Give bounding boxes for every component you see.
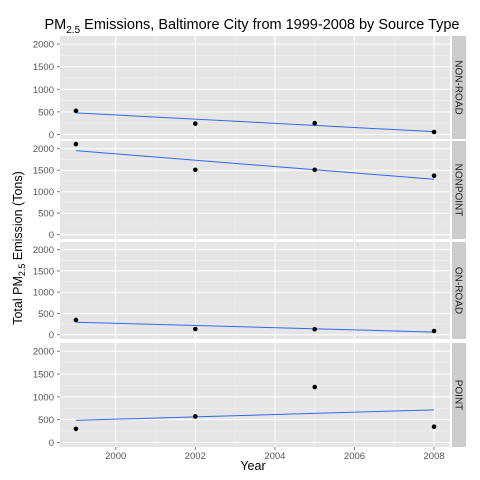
x-axis-ticks: 2000 2002 2004 2006 2008 [105, 447, 445, 462]
x-tick-label: 2004 [264, 451, 285, 462]
data-point [193, 327, 198, 332]
data-point [193, 167, 198, 172]
y-tick-label: 500 [38, 209, 54, 220]
y-axis-title: Total PM2.5 Emission (Tons) [11, 171, 27, 325]
y-tick-label: 1000 [33, 85, 54, 96]
data-point [312, 167, 317, 172]
chart-title: PM2.5 Emissions, Baltimore City from 199… [45, 17, 460, 36]
facet-panel-nonpoint: 0 500 1000 1500 2000 NONPOINT [33, 141, 466, 241]
data-point [74, 142, 79, 147]
y-tick-label: 1000 [33, 187, 54, 198]
data-point [193, 414, 198, 419]
y-tick-label: 1500 [33, 370, 54, 381]
data-point [312, 121, 317, 126]
panel-background [60, 141, 450, 239]
y-tick-label: 0 [49, 130, 54, 141]
data-point [432, 173, 437, 178]
data-point [193, 121, 198, 126]
x-tick-label: 2008 [424, 451, 445, 462]
data-point [432, 130, 437, 135]
y-tick-label: 1500 [33, 62, 54, 73]
y-tick-label: 500 [38, 107, 54, 118]
y-tick-label: 500 [38, 309, 54, 320]
y-tick-label: 0 [49, 230, 54, 241]
y-tick-label: 2000 [33, 144, 54, 155]
panel-background [60, 36, 450, 139]
x-tick-label: 2000 [105, 451, 126, 462]
panel-background [60, 343, 450, 447]
facet-strip-label: POINT [453, 380, 464, 411]
y-tick-label: 1000 [33, 288, 54, 299]
data-point [74, 427, 79, 432]
y-tick-label: 2000 [33, 347, 54, 358]
facet-panel-point: 0 500 1000 1500 2000 POINT [33, 343, 466, 449]
y-tick-label: 500 [38, 415, 54, 426]
x-tick-label: 2006 [344, 451, 365, 462]
data-point [74, 109, 79, 114]
y-tick-label: 1500 [33, 266, 54, 277]
data-point [432, 329, 437, 334]
facet-panels: 0 500 1000 1500 2000 NON-ROAD 0 500 1000 1500 2000… [33, 36, 466, 449]
facet-strip-label: NONPOINT [453, 164, 464, 217]
x-tick-label: 2002 [185, 451, 206, 462]
facet-panel-non-road: 0 500 1000 1500 2000 NON-ROAD [33, 36, 466, 141]
x-axis-title: Year [240, 459, 265, 473]
y-tick-label: 1000 [33, 392, 54, 403]
y-tick-label: 0 [49, 438, 54, 449]
panel-background [60, 242, 450, 339]
y-tick-label: 2000 [33, 245, 54, 256]
data-point [312, 327, 317, 332]
facet-strip-label: ON-ROAD [453, 267, 464, 314]
facet-panel-on-road: 0 500 1000 1500 2000 ON-ROAD [33, 242, 466, 341]
facet-strip-label: NON-ROAD [453, 60, 464, 114]
y-tick-label: 0 [49, 330, 54, 341]
y-tick-label: 2000 [33, 40, 54, 51]
y-tick-label: 1500 [33, 166, 54, 177]
data-point [74, 318, 79, 323]
data-point [312, 385, 317, 390]
data-point [432, 424, 437, 429]
